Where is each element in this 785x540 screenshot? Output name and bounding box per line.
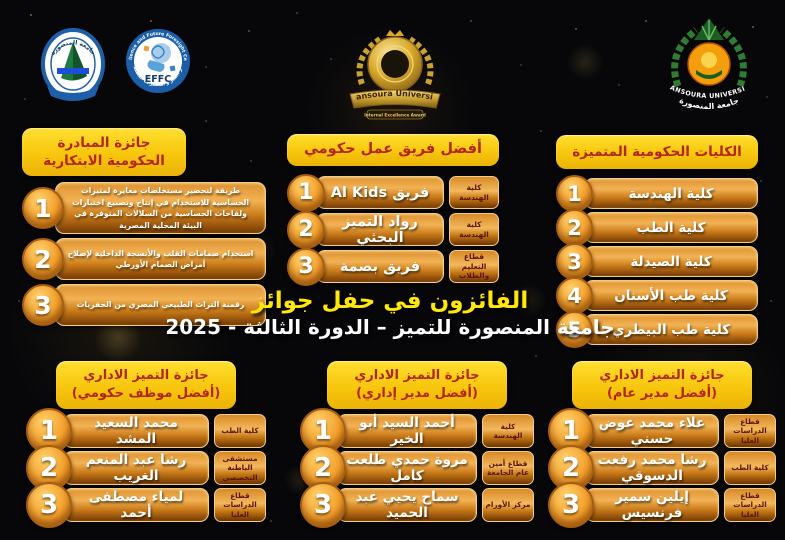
best-team-header-text: أفضل فريق عمل حكومي [303,141,483,158]
best-manager-header-line2: (أفضل مدير إداري) [356,386,478,401]
employee-item-2: 2 رشا عبد المنعم الغريب مستشفى الباطنة ا… [26,445,266,491]
college-item-1: 1 كلية الهندسة [556,175,758,212]
best-gm-header-line1: جائزة التميز الاداري [599,368,725,384]
initiative-item-text: استخدام صمامات القلب والأنسجة الداخلية ل… [55,238,266,281]
rank-badge: 3 [548,482,594,528]
winner-name: أحمد السيد أبو الخير [337,414,477,448]
winner-name: رشا محمد رفعت الدسوقي [585,451,719,485]
best-general-manager-header: جائزة التميز الاداري (أفضل مدير عام) [572,361,752,409]
affiliation-tag: كلية الطب [724,451,776,485]
affiliation-tag: مركز الأورام [482,488,534,522]
initiative-item-text: رقمنة التراث الطبيعي المصري من الحفريات [55,284,266,327]
rank-badge: 3 [556,243,593,280]
college-name: كلية الهندسة [584,178,758,209]
team-item-1: 1 فريق Al Kids كلية الهندسة [287,173,499,212]
team-name: فريق بصمة [316,250,444,283]
rank-badge: 3 [300,482,346,528]
affiliation-tag: قطاع التعليم والطلاب [449,250,499,283]
rank-badge: 3 [287,247,325,286]
medal-band-text: Internal Excellence Award [364,113,426,118]
rank-badge: 1 [22,187,64,230]
general-manager-item-2: 2 رشا محمد رفعت الدسوقي كلية الطب [548,445,776,491]
college-name: كلية الطب [584,212,758,243]
general-manager-item-1: 1 علاء محمد عوض حسني قطاع الدراسات العلي… [548,408,776,454]
team-name: رواد التميز البحثي [316,213,444,246]
affiliation-tag: قطاع الدراسات العليا [214,488,266,522]
poster-title-line1: الفائزون في حفل جوائز [251,288,529,314]
team-name: فريق Al Kids [316,176,444,209]
affiliation-tag: كلية الهندسة [449,213,499,246]
section-best-general-manager-award: جائزة التميز الاداري (أفضل مدير عام) 1 ع… [548,361,776,528]
college-item-2: 2 كلية الطب [556,209,758,246]
initiative-header-line2: الحكومية الابتكارية [43,153,165,169]
poster-title-line2: جامعة المنصورة للتميز – الدورة الثالثة -… [165,315,615,340]
rank-badge: 5 [556,311,593,348]
poster-title: الفائزون في حفل جوائز جامعة المنصورة للت… [150,288,630,340]
section-initiative-award: جائزة المبادرة الحكومية الابتكارية 1 طري… [22,128,266,327]
rank-badge: 1 [287,173,325,212]
rank-badge: 2 [287,210,325,249]
best-employee-header-line2: (أفضل موظف حكومي) [71,386,221,401]
initiative-header-line1: جائزة المبادرة [57,134,151,151]
colleges-header: الكليات الحكومية المتميزة [556,135,758,169]
employee-item-1: 1 محمد السعيد المشد كلية الطب [26,408,266,454]
winner-name: علاء محمد عوض حسني [585,414,719,448]
section-best-manager-award: جائزة التميز الاداري (أفضل مدير إداري) 1… [300,361,534,528]
college-item-3: 3 كلية الصيدلة [556,243,758,280]
initiative-item-1: 1 طريقة لتحضير مستخلصات معايرة لمثيرات ا… [22,182,266,235]
section-best-employee-award: جائزة التميز الاداري (أفضل موظف حكومي) 1… [26,361,266,528]
manager-item-1: 1 أحمد السيد أبو الخير كلية الهندسة [300,408,534,454]
best-manager-header-line1: جائزة التميز الاداري [354,368,480,384]
mansoura-seal-logo: جامعة المنصورة [41,28,105,101]
affiliation-tag: كلية الهندسة [449,176,499,209]
initiative-item-2: 2 استخدام صمامات القلب والأنسجة الداخلية… [22,238,266,281]
winner-name: مروة حمدي طلعت كامل [337,451,477,485]
employee-item-3: 3 لمياء مصطفى أحمد قطاع الدراسات العليا [26,482,266,528]
winner-name: لمياء مصطفى أحمد [63,488,209,522]
best-team-header: أفضل فريق عمل حكومي [287,134,499,166]
rank-badge: 1 [556,175,593,212]
section-distinguished-colleges: الكليات الحكومية المتميزة 1 كلية الهندسة… [556,135,758,348]
rank-badge: 2 [22,238,64,281]
rank-badge: 2 [300,445,346,491]
affiliation-tag: قطاع الدراسات العليا [724,414,776,448]
colleges-header-text: الكليات الحكومية المتميزة [572,143,742,160]
college-name: كلية طب الأسنان [584,280,758,311]
affiliation-tag: قطاع الدراسات العليا [724,488,776,522]
initiative-item-text: طريقة لتحضير مستخلصات معايرة لمثيرات الح… [55,182,266,235]
affiliation-tag: مستشفى الباطنة التخصصي [214,451,266,485]
initiative-award-header: جائزة المبادرة الحكومية الابتكارية [22,128,186,176]
college-name: كلية الصيدلة [584,246,758,277]
best-employee-header: جائزة التميز الاداري (أفضل موظف حكومي) [56,361,236,409]
gold-medal-emblem: Mansoura University Internal Excellence … [342,28,441,120]
section-best-team-award: أفضل فريق عمل حكومي 1 فريق Al Kids كلية … [287,134,499,286]
best-employee-header-line1: جائزة التميز الاداري [83,368,209,384]
rank-badge: 2 [556,209,593,246]
affiliation-tag: كلية الهندسة [482,414,534,448]
manager-item-3: 3 سماح يحيي عبد الحميد مركز الأورام [300,482,534,528]
university-emblem: MANSOURA UNIVERSITY جامعة المنصورة [660,16,747,111]
team-item-2: 2 رواد التميز البحثي كلية الهندسة [287,210,499,249]
best-gm-header-line2: (أفضل مدير عام) [606,386,718,401]
effc-abbr-text: EFFC [145,74,171,85]
best-manager-header: جائزة التميز الاداري (أفضل مدير إداري) [327,361,507,409]
winner-name: سماح يحيي عبد الحميد [337,488,477,522]
winner-name: رشا عبد المنعم الغريب [63,451,209,485]
rank-badge: 3 [22,284,64,327]
team-item-3: 3 فريق بصمة قطاع التعليم والطلاب [287,247,499,286]
college-item-5: 5 كلية طب البيطري [556,311,758,348]
winner-name: إيلين سمير فرنسيس [585,488,719,522]
college-name: كلية طب البيطري [584,314,758,345]
initiative-item-3: 3 رقمنة التراث الطبيعي المصري من الحفريا… [22,284,266,327]
effc-logo: Excellence and Future Foresight Center م… [124,26,190,93]
affiliation-tag: كلية الطب [214,414,266,448]
manager-item-2: 2 مروة حمدي طلعت كامل قطاع أمين عام الجا… [300,445,534,491]
general-manager-item-3: 3 إيلين سمير فرنسيس قطاع الدراسات العليا [548,482,776,528]
rank-badge: 3 [26,482,72,528]
winner-name: محمد السعيد المشد [63,414,209,448]
affiliation-tag: قطاع أمين عام الجامعة [482,451,534,485]
